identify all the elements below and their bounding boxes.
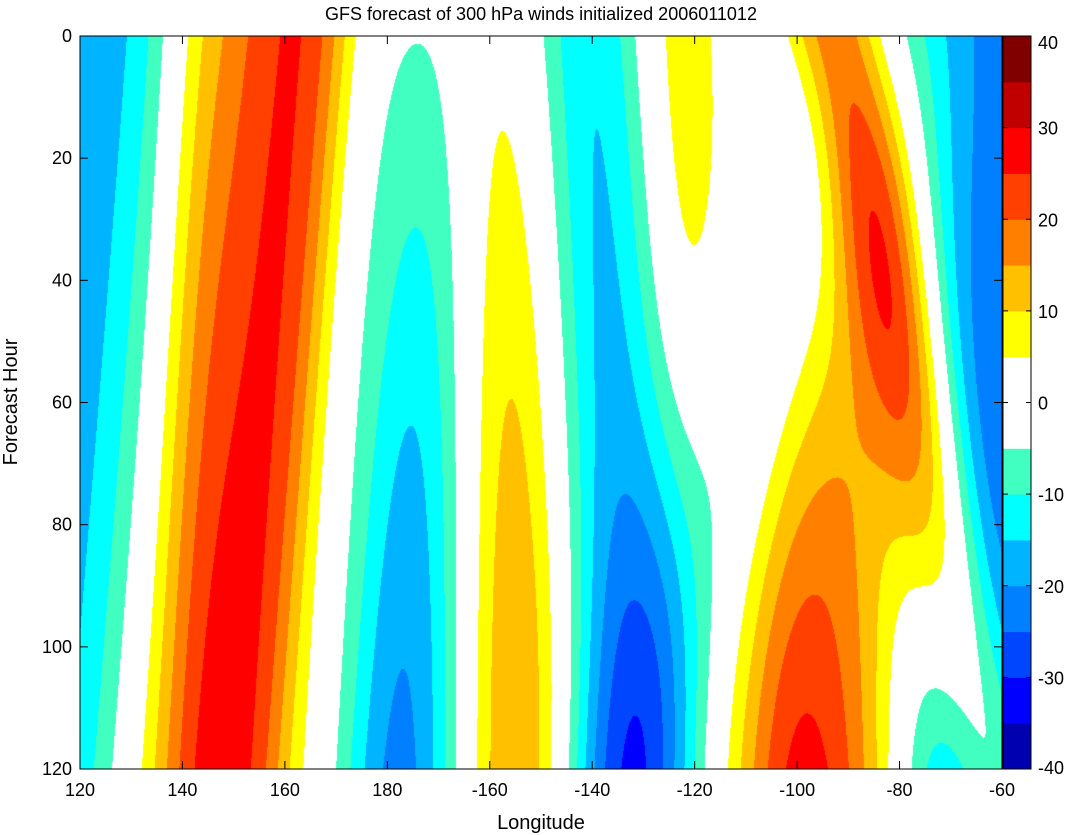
colorbar-segment	[1003, 219, 1031, 266]
colorbar-tick-label: -10	[1038, 485, 1064, 505]
x-axis-label: Longitude	[497, 812, 585, 834]
colorbar-segment	[1003, 539, 1031, 587]
colorbar-segment	[1003, 494, 1031, 541]
plot-area	[79, 35, 1003, 770]
colorbar-tick-label: 40	[1038, 33, 1058, 53]
chart-title: GFS forecast of 300 hPa winds initialize…	[325, 4, 757, 24]
colorbar-tick-label: 20	[1038, 210, 1058, 230]
colorbar-segment	[1003, 723, 1031, 770]
x-tick-label: 160	[270, 780, 300, 800]
colorbar: 40 30 20 10 0 -10 -20 -30 -40	[1002, 33, 1064, 778]
y-tick-label: 20	[52, 148, 72, 168]
x-tick-label: -100	[779, 780, 815, 800]
contour-field-wrapper	[80, 36, 1002, 769]
x-axis: 120 140 160 180 -160 -140 -120 -100 -80 -60	[65, 36, 1015, 800]
colorbar-tick-label: -40	[1038, 758, 1064, 778]
x-tick-label: -120	[677, 780, 713, 800]
colorbar-segment	[1003, 265, 1031, 312]
x-tick-label: -140	[574, 780, 610, 800]
colorbar-segment	[1003, 173, 1031, 220]
x-tick-label: -160	[472, 780, 508, 800]
colorbar-tick-label: -30	[1038, 668, 1064, 688]
y-tick-label: 60	[52, 393, 72, 413]
colorbar-segment	[1003, 310, 1031, 358]
x-tick-label: -80	[887, 780, 913, 800]
y-tick-label: 80	[52, 515, 72, 535]
colorbar-segment	[1003, 81, 1031, 129]
y-tick-label: 0	[62, 26, 72, 46]
colorbar-segment	[1003, 677, 1031, 724]
colorbar-segment	[1003, 585, 1031, 633]
colorbar-segment	[1003, 127, 1031, 174]
x-tick-label: 140	[167, 780, 197, 800]
x-tick-label: 180	[372, 780, 402, 800]
colorbar-tick-label: 10	[1038, 302, 1058, 322]
y-axis: 0 20 40 60 80 100 120	[42, 26, 1002, 779]
colorbar-tick-label: -20	[1038, 577, 1064, 597]
y-tick-label: 40	[52, 270, 72, 290]
colorbar-segment	[1003, 36, 1031, 83]
colorbar-segment	[1003, 631, 1031, 678]
colorbar-tick-label: 30	[1038, 119, 1058, 139]
y-tick-label: 100	[42, 637, 72, 657]
colorbar-segment	[1003, 448, 1031, 495]
colorbar-tick-label: 0	[1038, 394, 1048, 414]
y-axis-label: Forecast Hour	[0, 338, 22, 465]
x-tick-label: -60	[989, 780, 1015, 800]
contour-field	[80, 36, 1002, 769]
x-tick-label: 120	[65, 780, 95, 800]
y-tick-label: 120	[42, 759, 72, 779]
